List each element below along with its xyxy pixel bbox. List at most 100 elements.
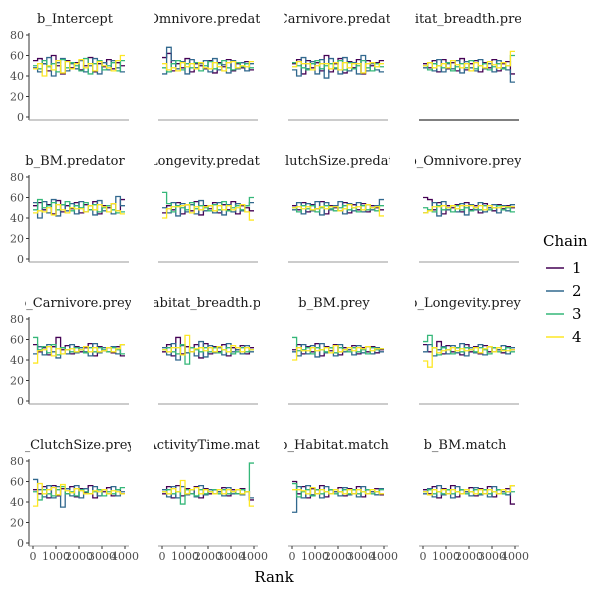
facet-panel: b_Habitat_breadth.prey	[126, 296, 283, 405]
chain-4-step-line	[33, 343, 125, 364]
x-tick-label: 2000	[65, 550, 93, 563]
facet-panel: b_Intercept 0 20 40 60 80	[10, 12, 129, 124]
y-tick-label: 60	[10, 476, 24, 489]
facet-panel: b_Omnivore.prey	[408, 154, 522, 263]
y-tick-label: 80	[10, 313, 24, 326]
facet-title: b_Carnivore.prey	[18, 296, 133, 311]
chain-4-step-line	[423, 50, 515, 72]
facet-panel: b_Carnivore.prey 0 20 40 60 80	[10, 296, 133, 408]
chain-4-step-line	[292, 61, 384, 74]
facet-title: b_Habitat_breadth.prey	[126, 296, 283, 311]
facet-title: b_BM.match	[424, 438, 507, 453]
x-tick-label: 4000	[501, 550, 529, 563]
y-tick-label: 20	[10, 233, 24, 246]
chain-4-step-line	[162, 334, 254, 356]
facet-title: b_Longevity.prey	[409, 296, 521, 311]
chain-4-step-line	[33, 482, 125, 507]
facet-title: b_BM.predator	[25, 154, 125, 169]
legend-label-chain-3: 3	[572, 305, 582, 323]
y-tick-label: 80	[10, 29, 24, 42]
x-tick-label: 0	[30, 550, 37, 563]
y-tick-label: 0	[17, 537, 24, 550]
chain-3-step-line	[33, 57, 125, 75]
chain-4-step-line	[292, 487, 384, 495]
facet-title: b_Carnivore.predator	[263, 12, 406, 27]
legend-label-chain-2: 2	[572, 282, 582, 300]
facet-title: b_Intercept	[37, 12, 114, 27]
x-tick-label: 3000	[217, 550, 245, 563]
chain-4-step-line	[423, 205, 515, 214]
chain-4-step-line	[292, 204, 384, 217]
x-tick-label: 1000	[171, 550, 199, 563]
x-tick-label: 0	[159, 550, 166, 563]
chain-3-step-line	[162, 59, 254, 73]
x-tick-label: 0	[289, 550, 296, 563]
chain-3-step-line	[33, 336, 125, 356]
x-tick-label: 3000	[478, 550, 506, 563]
y-tick-label: 20	[10, 517, 24, 530]
y-tick-label: 0	[17, 111, 24, 124]
x-tick-label: 0	[420, 550, 427, 563]
y-tick-label: 60	[10, 334, 24, 347]
chain-3-step-line	[423, 205, 515, 213]
chain-3-step-line	[33, 485, 125, 501]
facet-title: b_BM.prey	[298, 296, 370, 311]
chain-3-step-line	[423, 334, 515, 356]
chain-4-step-line	[162, 479, 254, 507]
facet-panel: b_Carnivore.predator	[263, 12, 406, 121]
chain-4-step-line	[162, 61, 254, 72]
facet-title: b_Omnivore.predator	[133, 12, 275, 27]
facet-panel: b_BM.predator 0 20 40 60 80	[10, 154, 129, 266]
chain-2-step-line	[33, 56, 125, 77]
x-tick-label: 4000	[370, 550, 398, 563]
y-tick-label: 20	[10, 91, 24, 104]
facet-panel: b_Longevity.predator	[134, 154, 274, 263]
y-tick-label: 60	[10, 50, 24, 63]
y-tick-label: 40	[10, 212, 24, 225]
y-tick-label: 20	[10, 375, 24, 388]
x-tick-label: 1000	[42, 550, 70, 563]
facet-title: b_Longevity.predator	[134, 154, 274, 169]
facet-title: b_ClutchSize.prey	[15, 438, 135, 453]
chain-2-step-line	[292, 54, 384, 79]
facet-panel: b_Longevity.prey	[409, 296, 521, 405]
facet-title: b_ClutchSize.predator	[260, 154, 408, 169]
chain-3-step-line	[33, 198, 125, 214]
facet-panel: b_Omnivore.predator	[133, 12, 275, 121]
chain-4-step-line	[423, 484, 515, 496]
x-tick-label: 1000	[432, 550, 460, 563]
y-tick-label: 60	[10, 192, 24, 205]
y-tick-label: 40	[10, 70, 24, 83]
facet-title: b_Habitat_breadth.predator	[373, 12, 558, 27]
legend-label-chain-4: 4	[572, 328, 582, 346]
x-axis-title: Rank	[254, 568, 294, 586]
y-tick-label: 80	[10, 455, 24, 468]
y-tick-label: 80	[10, 171, 24, 184]
chain-4-step-line	[162, 204, 254, 221]
x-tick-label: 1000	[301, 550, 329, 563]
chain-4-step-line	[423, 346, 515, 368]
x-tick-label: 3000	[88, 550, 116, 563]
chain-3-step-line	[162, 191, 254, 213]
facet-panel: b_ClutchSize.predator	[260, 154, 408, 263]
chain-3-step-line	[292, 482, 384, 498]
facet-panel: b_BM.prey	[288, 296, 388, 405]
facet-title: b_Habitat.match	[279, 438, 389, 453]
facet-panels: b_Intercept020406080b_Omnivore.predatorb…	[10, 12, 558, 563]
chain-legend: Chain 1 2 3 4	[543, 232, 588, 346]
legend-label-chain-1: 1	[572, 259, 582, 277]
y-tick-label: 0	[17, 395, 24, 408]
x-tick-label: 2000	[194, 550, 222, 563]
facet-panel: b_ClutchSize.prey 0 20 40 60 80 0 1000200030004…	[10, 438, 139, 563]
chain-2-step-line	[423, 342, 515, 357]
chain-4-step-line	[33, 54, 125, 77]
legend-title: Chain	[543, 232, 588, 250]
facet-panel: b_Habitat_breadth.predator	[373, 12, 558, 121]
x-tick-label: 4000	[240, 550, 268, 563]
facet-title: b_Omnivore.prey	[408, 154, 522, 169]
y-tick-label: 40	[10, 496, 24, 509]
